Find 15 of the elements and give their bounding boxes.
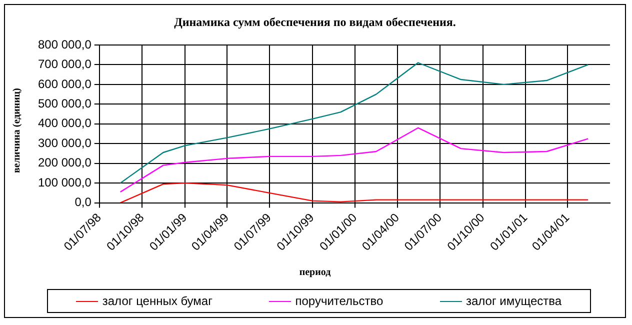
y-tick-label: 0,0 [74,195,92,210]
y-tick-label: 100 000,0 [38,175,92,190]
y-tick-label: 300 000,0 [38,136,92,150]
x-axis-title: период [298,267,332,278]
y-tick-label: 200 000,0 [38,156,92,170]
y-tick-label: 500 000,0 [38,96,92,110]
legend-label: залог имущества [466,294,562,308]
y-tick-label: 700 000,0 [38,57,92,72]
legend-label: поручительство [295,294,384,308]
y-tick-label: 600 000,0 [38,76,92,91]
y-tick-label: 800 000,0 [38,37,92,52]
y-tick-label: 400 000,0 [38,116,92,130]
y-axis-title: величина (единиц) [12,87,22,175]
legend-label: залог ценных бумаг [102,294,212,308]
chart-title: Динамика сумм обеспечения по видам обеспечения. [173,15,457,30]
